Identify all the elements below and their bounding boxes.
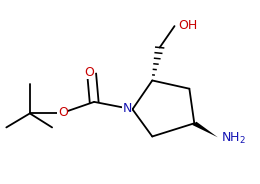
Text: N: N xyxy=(122,102,132,116)
Text: O: O xyxy=(84,66,94,79)
Text: OH: OH xyxy=(178,19,198,32)
Text: NH$_2$: NH$_2$ xyxy=(221,131,246,146)
Text: O: O xyxy=(58,106,68,119)
Polygon shape xyxy=(192,122,218,137)
